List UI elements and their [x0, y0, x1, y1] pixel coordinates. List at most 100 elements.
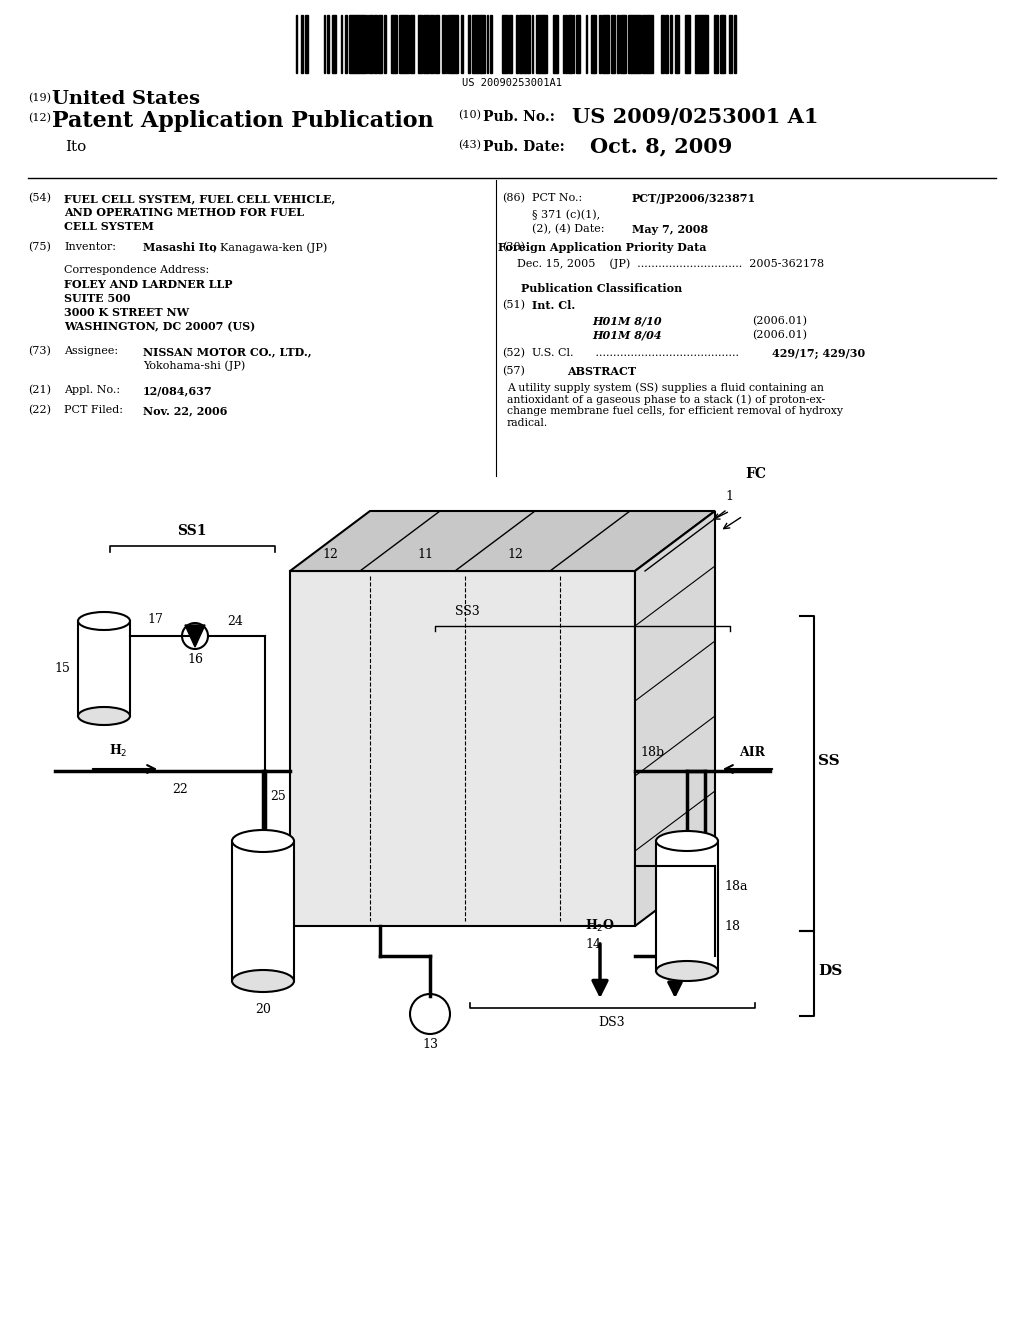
Bar	[660, 15, 664, 73]
Text: SS: SS	[818, 754, 840, 768]
Bar	[305, 15, 307, 73]
Bar	[586, 15, 587, 73]
Text: (12): (12)	[28, 114, 51, 123]
Ellipse shape	[656, 832, 718, 851]
Text: 13: 13	[422, 1038, 438, 1051]
Bar	[539, 15, 542, 73]
Text: DS3: DS3	[599, 1016, 626, 1030]
Text: ABSTRACT: ABSTRACT	[567, 366, 637, 378]
Bar	[296, 15, 297, 73]
Text: United States: United States	[52, 90, 200, 108]
Bar	[423, 15, 424, 73]
Bar	[474, 15, 475, 73]
Text: 18a: 18a	[724, 879, 748, 892]
Bar	[625, 15, 626, 73]
Bar	[359, 15, 361, 73]
Bar	[358, 15, 359, 73]
Bar	[521, 15, 524, 73]
Bar	[486, 15, 488, 73]
Bar	[452, 15, 453, 73]
Text: (2006.01): (2006.01)	[752, 330, 807, 341]
Text: Oct. 8, 2009: Oct. 8, 2009	[590, 136, 732, 156]
Text: 18b: 18b	[640, 746, 665, 759]
Bar	[602, 15, 603, 73]
Text: Correspondence Address:: Correspondence Address:	[63, 265, 209, 275]
Bar	[722, 15, 723, 73]
Bar	[411, 15, 414, 73]
Bar	[717, 15, 718, 73]
Bar	[437, 15, 438, 73]
Text: PCT No.:: PCT No.:	[532, 193, 583, 203]
Bar	[524, 15, 525, 73]
Text: 14: 14	[585, 939, 601, 950]
Bar	[607, 15, 609, 73]
Bar	[446, 15, 447, 73]
Bar	[393, 15, 394, 73]
Text: 12/084,637: 12/084,637	[143, 385, 213, 396]
Bar	[545, 15, 548, 73]
Bar	[341, 15, 342, 73]
Bar	[642, 15, 644, 73]
Bar	[624, 15, 625, 73]
Text: FC: FC	[745, 467, 766, 480]
Text: 429/17; 429/30: 429/17; 429/30	[772, 348, 865, 359]
Bar	[456, 15, 457, 73]
Text: A utility supply system (SS) supplies a fluid containing an: A utility supply system (SS) supplies a …	[507, 381, 824, 392]
Bar	[729, 15, 732, 73]
Bar	[449, 15, 452, 73]
Bar	[687, 15, 689, 73]
Text: US 20090253001A1: US 20090253001A1	[462, 78, 562, 88]
Bar	[410, 15, 411, 73]
Bar	[611, 15, 612, 73]
Text: CELL SYSTEM: CELL SYSTEM	[63, 220, 154, 232]
Bar	[424, 15, 427, 73]
Bar	[381, 15, 382, 73]
Bar	[671, 15, 672, 73]
Bar	[401, 15, 402, 73]
Bar	[577, 15, 580, 73]
Bar	[537, 15, 539, 73]
Bar	[357, 15, 358, 73]
Bar	[527, 15, 529, 73]
Text: 22: 22	[172, 783, 187, 796]
Text: (43): (43)	[458, 140, 481, 150]
Text: WASHINGTON, DC 20007 (US): WASHINGTON, DC 20007 (US)	[63, 321, 255, 333]
Text: May 7, 2008: May 7, 2008	[632, 224, 709, 235]
Bar	[490, 15, 493, 73]
Text: H01M 8/10: H01M 8/10	[592, 315, 662, 327]
Bar	[406, 15, 409, 73]
Text: 24: 24	[227, 615, 243, 628]
Bar	[481, 15, 484, 73]
Text: (51): (51)	[502, 300, 525, 310]
Bar	[651, 15, 653, 73]
Bar	[628, 15, 631, 73]
Bar	[563, 15, 564, 73]
Bar	[634, 15, 637, 73]
Bar	[720, 15, 721, 73]
Text: Patent Application Publication: Patent Application Publication	[52, 110, 434, 132]
Bar	[565, 15, 567, 73]
Bar	[695, 15, 696, 73]
Text: Inventor:: Inventor:	[63, 242, 116, 252]
Text: PCT Filed:: PCT Filed:	[63, 405, 123, 414]
Text: radical.: radical.	[507, 418, 548, 428]
Text: (54): (54)	[28, 193, 51, 203]
Bar	[706, 15, 708, 73]
Bar	[556, 15, 557, 73]
Text: § 371 (c)(1),: § 371 (c)(1),	[532, 210, 600, 220]
Text: SS3: SS3	[455, 605, 480, 618]
Text: (10): (10)	[458, 110, 481, 120]
Bar	[431, 15, 434, 73]
Bar	[332, 15, 333, 73]
Bar	[631, 15, 634, 73]
Bar	[370, 15, 371, 73]
Bar	[78, 620, 130, 715]
Bar	[572, 15, 573, 73]
Bar	[362, 15, 366, 73]
Bar	[402, 15, 403, 73]
Text: Masashi Ito: Masashi Ito	[143, 242, 217, 253]
Bar	[478, 15, 480, 73]
Bar	[473, 15, 474, 73]
Text: H$_2$: H$_2$	[109, 743, 127, 759]
Bar	[430, 15, 431, 73]
